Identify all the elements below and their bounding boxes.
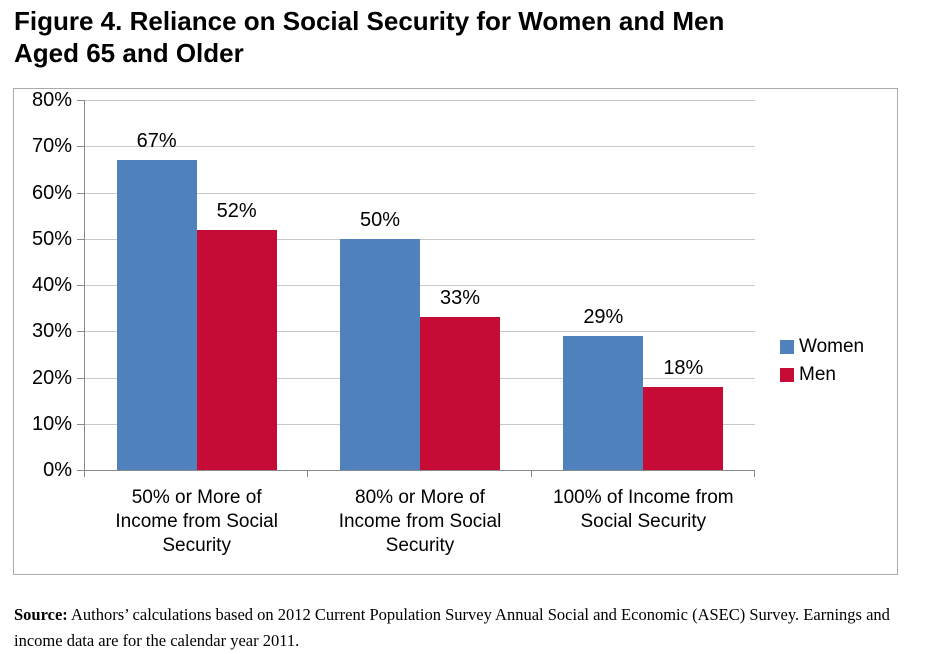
bar-value-label: 50% (359, 208, 401, 231)
y-axis-tick-label: 40% (31, 274, 72, 296)
bar-men (196, 229, 277, 470)
men-series-swatch-icon (780, 368, 794, 382)
y-axis-tick-label: 80% (31, 89, 72, 111)
x-axis-tick (754, 470, 755, 477)
source-note: Source: Authors’ calculations based on 2… (14, 602, 926, 654)
women-series-swatch-icon (780, 340, 794, 354)
y-axis-tick (77, 285, 84, 286)
y-axis-tick (77, 100, 84, 101)
legend-item-women: Women (780, 336, 864, 358)
bar-men (420, 317, 500, 470)
x-axis-tick (307, 470, 309, 477)
gridline (85, 192, 755, 194)
x-axis-category-label: 50% or More of Income from Social Securi… (115, 487, 278, 556)
bar-value-label: 29% (583, 305, 624, 328)
y-axis-tick (77, 331, 84, 333)
y-axis-tick-label: 70% (31, 135, 72, 158)
bar-women (116, 160, 197, 470)
y-axis-tick (77, 192, 84, 194)
figure-title: Figure 4. Reliance on Social Security fo… (14, 5, 814, 69)
figure-title-line-1: Figure 4. Reliance on Social Security fo… (14, 6, 725, 36)
legend: Women Men (780, 336, 864, 392)
y-axis-tick-label: 0% (43, 459, 72, 481)
y-axis-tick-label: 10% (31, 412, 72, 435)
y-axis-tick-label: 60% (31, 181, 72, 204)
x-axis-tick (84, 470, 85, 477)
gridline (85, 285, 755, 286)
bar-value-label: 33% (439, 287, 481, 310)
legend-item-men: Men (780, 364, 864, 386)
x-axis-category-label: 100% of Income from Social Security (553, 487, 734, 532)
gridline (85, 100, 755, 101)
source-note-prefix: Source: (14, 604, 68, 624)
x-axis-tick (530, 470, 532, 477)
bar-men (643, 386, 724, 470)
chart-frame: 67% 50% 29% 52% 33% 18% Women Men 0% 10% 20% 30%… (13, 88, 898, 575)
bar-women (563, 335, 644, 470)
x-axis-category-label: 80% or More of Income from Social Securi… (338, 487, 502, 556)
y-axis-tick-label: 50% (31, 227, 72, 250)
y-axis-tick-label: 30% (31, 320, 72, 343)
y-axis-tick (77, 238, 84, 240)
y-axis-tick (77, 146, 84, 148)
y-axis-tick (77, 423, 84, 425)
y-axis-tick-label: 20% (31, 366, 72, 389)
y-axis-tick (77, 470, 84, 471)
legend-label-men: Men (799, 364, 836, 385)
legend-label-women: Women (799, 336, 865, 357)
source-note-text: Authors’ calculations based on 2012 Curr… (14, 604, 890, 650)
bar-women (340, 238, 420, 470)
plot-area: 67% 50% 29% 52% 33% 18% (84, 100, 755, 471)
gridline (85, 146, 755, 148)
bar-value-label: 67% (136, 130, 177, 153)
bar-value-label: 52% (216, 199, 257, 222)
gridline (85, 238, 755, 240)
y-axis-tick (77, 377, 84, 379)
bar-value-label: 18% (663, 356, 704, 379)
figure-title-line-2: Aged 65 and Older (14, 38, 244, 68)
